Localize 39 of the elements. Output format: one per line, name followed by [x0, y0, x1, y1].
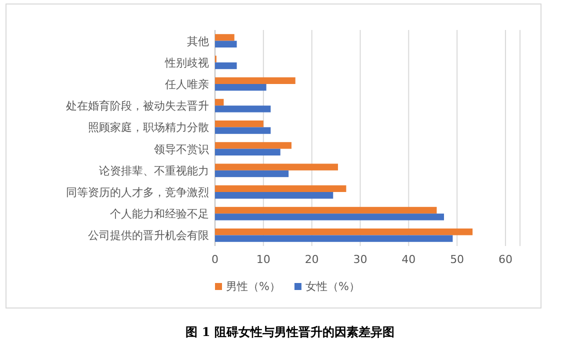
- y-tick-label: 个人能力和经验不足: [110, 208, 209, 221]
- y-tick-label: 处在婚育阶段，被动失去晋升: [66, 100, 209, 113]
- x-tick-label: 30: [353, 253, 368, 266]
- bar: [215, 142, 292, 149]
- y-tick-label: 论资排辈、不重视能力: [99, 164, 209, 178]
- bar: [215, 84, 266, 91]
- bar: [215, 206, 437, 214]
- bar: [215, 228, 473, 236]
- y-tick-label: 性别歧视: [164, 56, 209, 70]
- bar: [215, 106, 271, 112]
- bar: [215, 185, 346, 192]
- y-tick-label: 任人唯亲: [164, 78, 209, 91]
- y-tick-label: 公司提供的晋升机会有限: [88, 229, 209, 242]
- bar: [215, 235, 453, 242]
- x-tick-label: 40: [402, 253, 416, 266]
- bar: [215, 98, 224, 106]
- bar: [215, 214, 444, 220]
- y-tick-label: 照顾家庭，职场精力分散: [88, 121, 209, 134]
- bar: [215, 148, 280, 156]
- y-tick-label: 其他: [187, 34, 209, 48]
- x-tick-label: 60: [498, 253, 512, 266]
- bar: [215, 192, 334, 199]
- legend-label: 女性（%）: [305, 280, 360, 293]
- x-tick-label: 50: [450, 253, 464, 266]
- bar: [215, 120, 264, 128]
- text: 图 1 阻碍女性与男性晋升的因素差异图: [186, 325, 394, 339]
- y-tick-label: 同等资历的人才多，竞争激烈: [66, 186, 209, 199]
- bar: [215, 164, 338, 170]
- bar: [215, 127, 271, 134]
- bar: [215, 77, 296, 84]
- legend-label: 男性（%）: [226, 280, 280, 293]
- x-tick-label: 20: [304, 253, 319, 266]
- y-tick-label: 领导不赏识: [154, 142, 209, 156]
- bar: [215, 170, 289, 178]
- x-tick-label: 10: [256, 253, 270, 266]
- x-tick-label: 0: [212, 253, 218, 266]
- bar: [215, 40, 237, 48]
- bar: [215, 34, 234, 41]
- bar: [215, 62, 237, 70]
